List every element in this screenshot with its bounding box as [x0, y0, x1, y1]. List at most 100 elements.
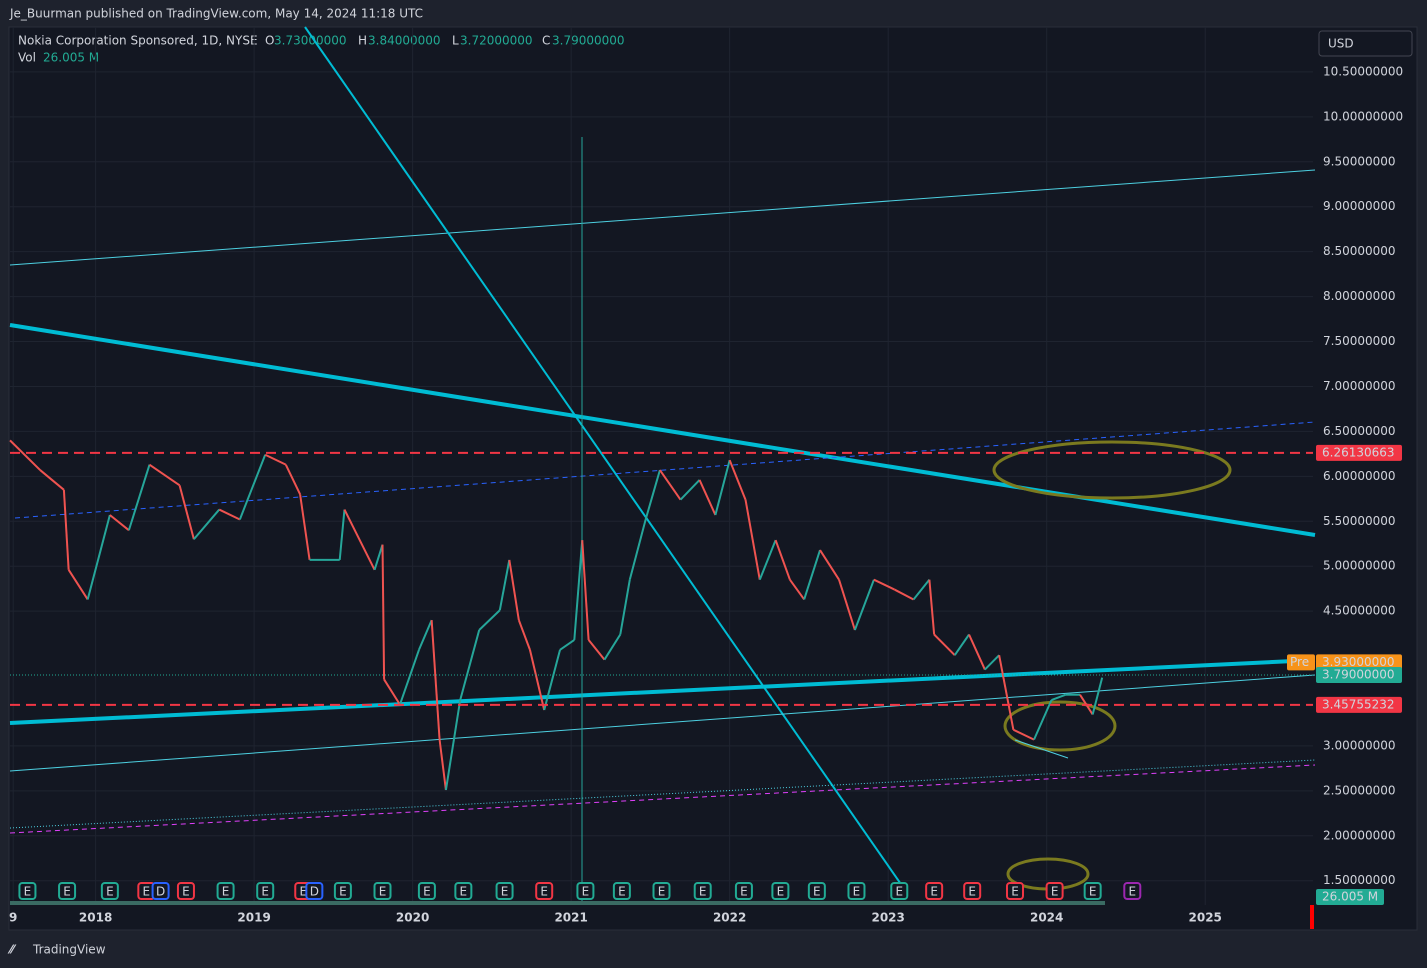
x-tick-label: 2021 [554, 911, 587, 925]
price-segment [1012, 728, 1035, 741]
trendline [14, 421, 1316, 519]
price-segment [528, 649, 546, 711]
price-segment [459, 629, 481, 701]
x-tick-label: 9 [9, 911, 17, 925]
price-segment [430, 620, 441, 740]
price-segment [928, 579, 936, 635]
price-segment [644, 469, 661, 520]
event-marker [176, 882, 195, 900]
event-marker [652, 882, 671, 900]
event-marker [151, 882, 170, 900]
price-segment [343, 509, 376, 571]
price-segment [193, 508, 221, 540]
price-segment [894, 588, 915, 601]
event-marker [495, 882, 514, 900]
x-tick-label: 2022 [713, 911, 746, 925]
event-label: E [182, 885, 190, 899]
currency-button[interactable] [1318, 30, 1413, 57]
price-segment [998, 654, 1015, 730]
price-segment [148, 463, 181, 487]
trendline [304, 26, 906, 891]
price-segment [438, 739, 447, 791]
legend-value: 3.79000000 [552, 34, 625, 48]
price-segment [789, 579, 805, 601]
event-label: E [63, 885, 71, 899]
event-label: E [1011, 885, 1019, 899]
event-marker [693, 882, 712, 900]
event-label: E [740, 885, 748, 899]
legend-value: 3.73000000 [274, 34, 347, 48]
event-marker [1005, 882, 1024, 900]
legend-value: 26.005 M [43, 51, 99, 65]
event-label: E [813, 885, 821, 899]
event-label: E [222, 885, 230, 899]
price-segment [9, 439, 41, 471]
legend-key: H [358, 34, 367, 48]
price-segment [581, 540, 590, 640]
y-tick-label: 5.50000000 [1323, 514, 1396, 528]
event-label: E [540, 885, 548, 899]
x-tick-label: 2019 [237, 911, 270, 925]
event-label: E [968, 885, 976, 899]
event-marker [216, 882, 235, 900]
price-segment [399, 649, 420, 705]
price-label-box [1316, 696, 1402, 713]
event-label: E [24, 885, 32, 899]
price-segment [559, 639, 575, 651]
price-segment [758, 539, 777, 581]
price-segment [444, 699, 462, 791]
legend-key: C [542, 34, 550, 48]
price-segment [744, 499, 761, 580]
header-title: Je_Buurman published on TradingView.com,… [9, 7, 423, 21]
price-segment [587, 639, 606, 661]
event-label: E [618, 885, 626, 899]
trendline [9, 764, 1316, 834]
price-label: 6.26130663 [1322, 445, 1395, 459]
event-marker [807, 882, 826, 900]
currency[interactable]: USD [1328, 37, 1354, 51]
event-marker [454, 882, 473, 900]
event-label: E [423, 885, 431, 899]
event-label: E [582, 885, 590, 899]
x-tick-label: 2025 [1189, 911, 1222, 925]
event-label: D [156, 885, 165, 899]
event-label: E [853, 885, 861, 899]
event-label: E [143, 885, 151, 899]
y-tick-label: 8.50000000 [1323, 244, 1396, 258]
event-marker [890, 882, 909, 900]
annotation-circle [992, 440, 1232, 500]
event-marker [771, 882, 790, 900]
price-segment [86, 514, 111, 600]
y-tick-label: 7.50000000 [1323, 334, 1396, 348]
price-segment [803, 549, 821, 600]
price-segment [381, 544, 386, 680]
event-marker [58, 882, 77, 900]
event-marker [576, 882, 595, 900]
price-segment [603, 633, 622, 661]
trendline [9, 674, 1316, 772]
event-marker [417, 882, 436, 900]
y-tick-label: 9.00000000 [1323, 199, 1396, 213]
legend-key: O [265, 34, 274, 48]
event-label: E [501, 885, 509, 899]
annotation-circle [1003, 700, 1117, 752]
event-label: E [895, 885, 903, 899]
event-label: E [777, 885, 785, 899]
event-label: E [261, 885, 269, 899]
event-marker [734, 882, 753, 900]
event-label: E [699, 885, 707, 899]
event-marker [333, 882, 352, 900]
price-segment [933, 633, 956, 656]
price-segment [953, 633, 970, 656]
event-label: E [339, 885, 347, 899]
price-segment [714, 459, 731, 516]
event-label: E [930, 885, 938, 899]
event-marker [100, 882, 119, 900]
brand: TradingView [32, 943, 106, 957]
trendline [1014, 739, 1069, 759]
price-segment [517, 619, 531, 651]
y-tick-label: 8.00000000 [1323, 289, 1396, 303]
price-label-box [1316, 666, 1402, 683]
marker [1310, 905, 1314, 929]
